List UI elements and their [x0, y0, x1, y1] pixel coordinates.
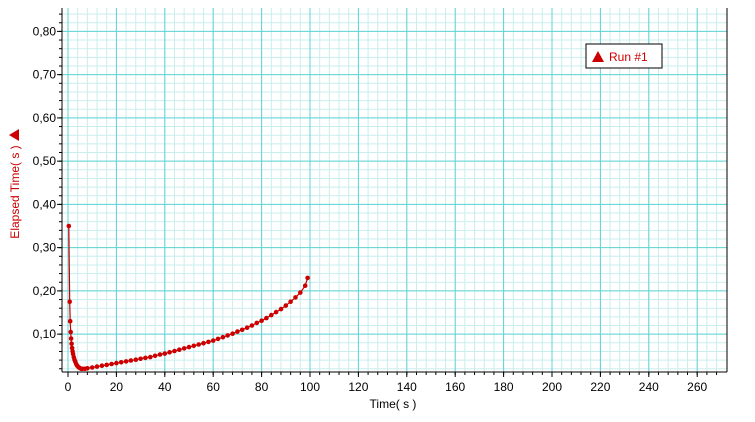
data-point: [191, 343, 197, 349]
y-tick-label: 0,10: [33, 327, 57, 341]
x-tick-label: 60: [207, 380, 221, 394]
data-point: [181, 346, 187, 351]
data-point: [302, 283, 308, 289]
data-point: [220, 334, 226, 340]
data-point: [239, 327, 245, 333]
data-point: [225, 333, 230, 338]
data-point: [99, 363, 105, 369]
y-tick-label: 0,70: [33, 68, 57, 82]
y-tick-label: 0,20: [33, 284, 57, 298]
data-point: [215, 336, 221, 342]
data-point: [293, 295, 298, 300]
data-point: [196, 342, 201, 347]
y-axis-triangle-icon: [9, 129, 19, 141]
y-tick-label: 0,80: [33, 24, 57, 38]
data-point: [68, 329, 73, 335]
x-tick-label: 260: [687, 380, 707, 394]
x-tick-label: 220: [590, 380, 610, 394]
data-point: [123, 359, 129, 364]
data-point: [273, 309, 279, 315]
data-point: [278, 306, 284, 312]
tick-labels: 0 20 40 60 80 100 120 140 160 180 200 220 240 260 0,10…: [33, 24, 708, 394]
x-tick-label: 20: [110, 380, 124, 394]
x-tick-label: 120: [348, 380, 368, 394]
data-point: [109, 361, 114, 367]
legend[interactable]: Run #1: [585, 43, 663, 69]
data-point: [201, 340, 206, 346]
data-point: [249, 323, 255, 328]
x-tick-label: 80: [255, 380, 269, 394]
data-point: [66, 223, 72, 229]
data-point: [89, 365, 95, 370]
x-axis-title: Time( s ): [370, 397, 417, 411]
data-point: [148, 354, 153, 360]
x-tick-label: 100: [300, 380, 320, 394]
data-point: [283, 303, 289, 308]
data-point: [104, 362, 109, 368]
data-point: [152, 353, 158, 359]
x-tick-label: 0: [65, 380, 72, 394]
data-point: [230, 331, 235, 337]
data-point: [94, 364, 100, 369]
x-tick-label: 200: [542, 380, 562, 394]
data-point: [264, 315, 269, 321]
data-point: [162, 351, 168, 356]
data-point: [244, 325, 250, 331]
data-point: [133, 357, 139, 363]
data-point: [114, 360, 119, 366]
data-point: [235, 329, 240, 334]
data-point: [269, 312, 274, 318]
x-tick-label: 180: [494, 380, 514, 394]
triangle-icon: [592, 51, 604, 62]
data-point: [118, 360, 124, 365]
data-point: [157, 352, 163, 357]
y-tick-label: 0,30: [33, 241, 57, 255]
data-point: [85, 366, 90, 371]
y-tick-label: 0,50: [33, 154, 57, 168]
data-point: [298, 290, 303, 295]
data-point: [69, 341, 74, 347]
x-tick-label: 140: [397, 380, 417, 394]
x-tick-label: 40: [158, 380, 172, 394]
data-point: [186, 344, 192, 350]
y-tick-label: 0,60: [33, 111, 57, 125]
data-point: [210, 338, 216, 343]
x-tick-label: 160: [445, 380, 465, 394]
data-point: [177, 347, 182, 353]
y-axis-title: Elapsed Time( s ): [8, 145, 22, 238]
data-point: [138, 356, 143, 362]
data-point: [172, 348, 177, 354]
data-point: [128, 358, 134, 363]
data-point: [67, 299, 72, 305]
y-tick-label: 0,40: [33, 197, 57, 211]
data-point: [143, 355, 148, 361]
data-point: [305, 275, 310, 281]
x-tick-label: 240: [639, 380, 659, 394]
y-axis-title-group: Elapsed Time( s ): [8, 129, 22, 239]
legend-label-run-1: Run #1: [609, 50, 648, 64]
data-point: [206, 339, 211, 345]
data-point: [167, 350, 172, 355]
data-point: [68, 336, 74, 341]
data-point: [254, 320, 260, 326]
data-point: [67, 318, 73, 324]
series-run-1: [66, 223, 310, 372]
data-point: [288, 299, 293, 305]
axes: [57, 8, 728, 377]
data-point: [69, 345, 75, 351]
data-point: [259, 318, 264, 324]
